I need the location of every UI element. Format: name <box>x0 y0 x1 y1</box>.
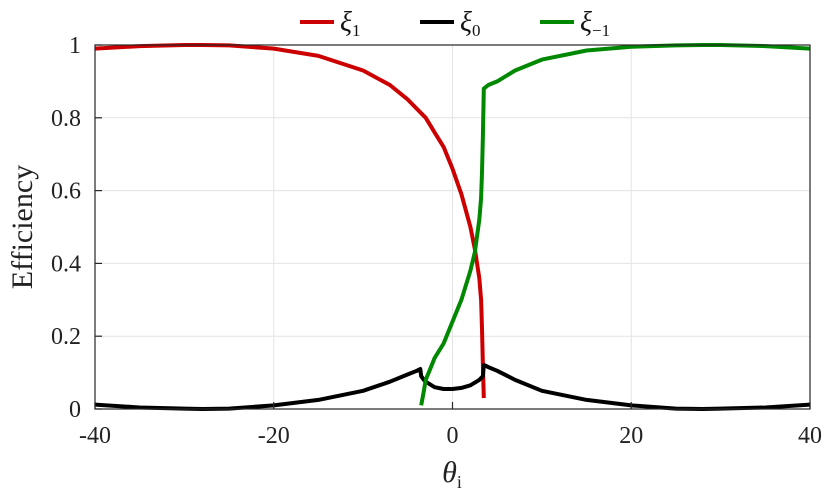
x-axis-label: θi <box>442 456 462 492</box>
x-tick-label: -40 <box>79 423 111 449</box>
y-tick-label: 0 <box>69 397 81 423</box>
legend-label-sub-0: 1 <box>352 21 361 40</box>
series-line-1 <box>94 363 811 411</box>
y-tick-label: 0.6 <box>51 179 81 205</box>
y-tick-label: 1 <box>69 33 81 59</box>
legend-label-main-1: ξ <box>460 7 472 38</box>
x-tick-label: 0 <box>447 423 459 449</box>
legend-label-2: ξ−1 <box>580 7 610 40</box>
x-tick-label: 40 <box>798 423 822 449</box>
y-tick-label: 0.4 <box>51 251 81 277</box>
y-tick-label: 0.2 <box>51 324 81 350</box>
legend-label-0: ξ1 <box>340 7 361 40</box>
legend: ξ1 ξ0 ξ−1 <box>300 7 610 40</box>
x-axis-label-main: θ <box>442 456 457 489</box>
series-line-2 <box>419 43 811 406</box>
y-tick-label: 0.8 <box>51 106 81 132</box>
legend-label-main-0: ξ <box>340 7 352 38</box>
tick-labels: -40 -20 0 20 40 0 0.2 0.4 0.6 0.8 1 <box>51 33 822 449</box>
x-axis-label-sub: i <box>457 472 462 492</box>
legend-label-1: ξ0 <box>460 7 481 40</box>
grid-lines <box>95 45 810 409</box>
legend-label-sub-2: −1 <box>592 21 610 40</box>
series-line-0 <box>94 43 486 399</box>
legend-label-sub-1: 0 <box>472 21 481 40</box>
x-tick-label: -20 <box>258 423 290 449</box>
legend-label-main-2: ξ <box>580 7 592 38</box>
y-axis-label: Efficiency <box>6 165 39 289</box>
x-tick-label: 20 <box>619 423 643 449</box>
